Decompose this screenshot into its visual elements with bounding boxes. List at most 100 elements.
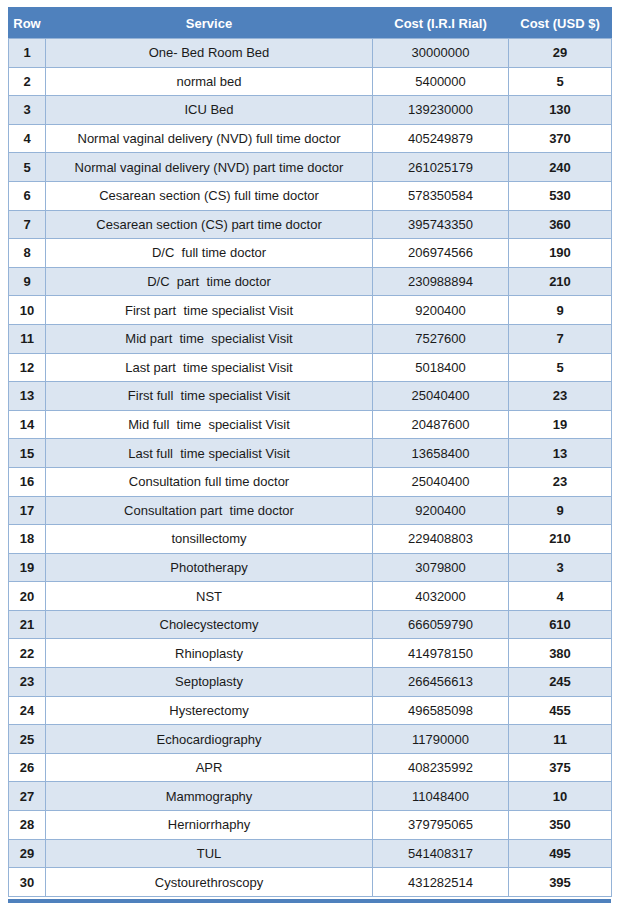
cell-cost-rial: 206974566 [373, 239, 509, 268]
cell-row-number: 7 [9, 210, 46, 239]
cell-row-number: 17 [9, 496, 46, 525]
cell-cost-rial: 5400000 [373, 67, 509, 96]
cell-row-number: 6 [9, 181, 46, 210]
cell-row-number: 22 [9, 639, 46, 668]
table-row: 13First full time specialist Visit250404… [9, 382, 612, 411]
cell-cost-usd: 495 [509, 839, 612, 868]
cell-cost-rial: 230988894 [373, 267, 509, 296]
table-row: 28Herniorrhaphy379795065350 [9, 811, 612, 840]
cell-cost-rial: 541408317 [373, 839, 509, 868]
cell-cost-usd: 19 [509, 410, 612, 439]
cell-service: Cystourethroscopy [46, 868, 373, 897]
table-row: 26APR408235992375 [9, 753, 612, 782]
cell-cost-rial: 379795065 [373, 811, 509, 840]
cell-cost-usd: 9 [509, 296, 612, 325]
cell-cost-rial: 229408803 [373, 525, 509, 554]
cell-cost-rial: 496585098 [373, 696, 509, 725]
cell-row-number: 28 [9, 811, 46, 840]
cell-service: First part time specialist Visit [46, 296, 373, 325]
cell-cost-rial: 405249879 [373, 124, 509, 153]
cell-cost-rial: 9200400 [373, 496, 509, 525]
cell-cost-rial: 25040400 [373, 467, 509, 496]
cell-cost-rial: 414978150 [373, 639, 509, 668]
cell-row-number: 19 [9, 553, 46, 582]
cell-service: Mid full time specialist Visit [46, 410, 373, 439]
cell-cost-usd: 190 [509, 239, 612, 268]
cell-cost-rial: 261025179 [373, 153, 509, 182]
table-row: 21Cholecystectomy666059790610 [9, 610, 612, 639]
cell-cost-usd: 360 [509, 210, 612, 239]
cell-row-number: 4 [9, 124, 46, 153]
cell-cost-usd: 23 [509, 467, 612, 496]
table-row: 7Cesarean section (CS) part time doctor3… [9, 210, 612, 239]
cell-service: Consultation part time doctor [46, 496, 373, 525]
table-row: 6Cesarean section (CS) full time doctor 5… [9, 181, 612, 210]
cell-cost-usd: 9 [509, 496, 612, 525]
cell-service: tonsillectomy [46, 525, 373, 554]
cell-service: Mammography [46, 782, 373, 811]
cell-row-number: 15 [9, 439, 46, 468]
cell-service: Cesarean section (CS) full time doctor [46, 181, 373, 210]
cell-cost-usd: 530 [509, 181, 612, 210]
cell-cost-usd: 350 [509, 811, 612, 840]
cell-row-number: 3 [9, 96, 46, 125]
cell-cost-rial: 139230000 [373, 96, 509, 125]
table-row: 1One- Bed Room Bed3000000029 [9, 39, 612, 68]
cell-row-number: 2 [9, 67, 46, 96]
cell-cost-usd: 240 [509, 153, 612, 182]
table-row: 10First part time specialist Visit920040… [9, 296, 612, 325]
cell-service: One- Bed Room Bed [46, 39, 373, 68]
cell-service: TUL [46, 839, 373, 868]
cell-row-number: 24 [9, 696, 46, 725]
cell-cost-usd: 610 [509, 610, 612, 639]
table-row: 16Consultation full time doctor250404002… [9, 467, 612, 496]
table-row: 30Cystourethroscopy431282514395 [9, 868, 612, 897]
cell-cost-rial: 25040400 [373, 382, 509, 411]
cell-row-number: 8 [9, 239, 46, 268]
table-row: 20NST40320004 [9, 582, 612, 611]
cell-service: APR [46, 753, 373, 782]
cell-service: Last full time specialist Visit [46, 439, 373, 468]
cell-service: Phototherapy [46, 553, 373, 582]
cell-cost-usd: 29 [509, 39, 612, 68]
cell-service: Mid part time specialist Visit [46, 324, 373, 353]
cell-service: First full time specialist Visit [46, 382, 373, 411]
table-row: 4Normal vaginal delivery (NVD) full time… [9, 124, 612, 153]
cell-row-number: 21 [9, 610, 46, 639]
cell-cost-usd: 210 [509, 525, 612, 554]
cell-cost-rial: 20487600 [373, 410, 509, 439]
cell-row-number: 13 [9, 382, 46, 411]
cell-cost-usd: 10 [509, 782, 612, 811]
column-header-row: Row [9, 8, 46, 39]
cell-cost-usd: 4 [509, 582, 612, 611]
cell-service: D/C part time doctor [46, 267, 373, 296]
cell-row-number: 14 [9, 410, 46, 439]
cell-service: D/C full time doctor [46, 239, 373, 268]
cell-cost-usd: 7 [509, 324, 612, 353]
cell-service: Rhinoplasty [46, 639, 373, 668]
cell-service: Hysterectomy [46, 696, 373, 725]
table-row: 12Last part time specialist Visit5018400… [9, 353, 612, 382]
cell-service: Herniorrhaphy [46, 811, 373, 840]
cell-row-number: 5 [9, 153, 46, 182]
cell-service: Last part time specialist Visit [46, 353, 373, 382]
cell-row-number: 12 [9, 353, 46, 382]
cell-cost-rial: 7527600 [373, 324, 509, 353]
cell-service: Cesarean section (CS) part time doctor [46, 210, 373, 239]
cell-row-number: 27 [9, 782, 46, 811]
cell-cost-usd: 130 [509, 96, 612, 125]
cell-cost-usd: 380 [509, 639, 612, 668]
hospital-service-cost-table: Row Service Cost (I.R.I Rial) Cost (USD … [8, 7, 612, 897]
cell-cost-usd: 245 [509, 668, 612, 697]
cell-cost-rial: 408235992 [373, 753, 509, 782]
cell-cost-usd: 455 [509, 696, 612, 725]
cell-row-number: 30 [9, 868, 46, 897]
cell-service: ICU Bed [46, 96, 373, 125]
table-row: 2normal bed54000005 [9, 67, 612, 96]
cell-cost-rial: 395743350 [373, 210, 509, 239]
cell-service: Normal vaginal delivery (NVD) full time … [46, 124, 373, 153]
cell-service: Cholecystectomy [46, 610, 373, 639]
column-header-service: Service [46, 8, 373, 39]
column-header-cost-rial: Cost (I.R.I Rial) [373, 8, 509, 39]
table-row: 15Last full time specialist Visit1365840… [9, 439, 612, 468]
